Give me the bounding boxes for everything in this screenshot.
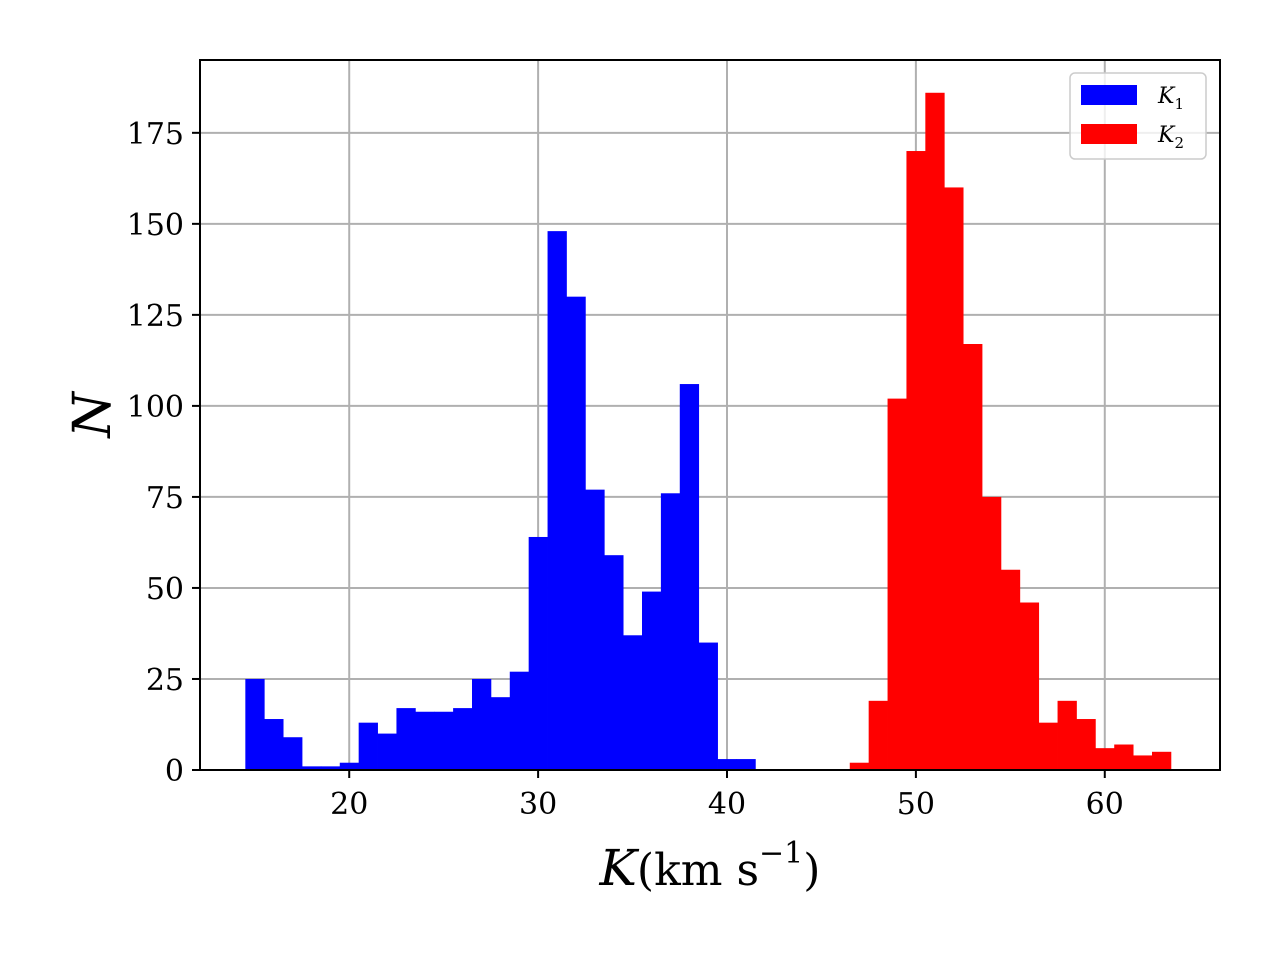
bar-k1 xyxy=(415,711,435,770)
bar-k2 xyxy=(1076,719,1096,770)
bar-k1 xyxy=(679,384,700,770)
y-tick-label: 75 xyxy=(146,481,184,516)
bar-k2 xyxy=(963,344,983,770)
bar-k2 xyxy=(982,496,1002,770)
bar-k1 xyxy=(604,555,624,770)
bar-k2 xyxy=(1095,748,1115,770)
x-axis-label-unit: km s xyxy=(654,845,759,896)
bar-k2 xyxy=(887,398,907,770)
x-tick-label: 50 xyxy=(897,787,935,822)
bar-k1 xyxy=(283,737,303,770)
y-tick-label: 125 xyxy=(127,299,184,334)
y-axis-label: N xyxy=(63,391,123,440)
bar-k1 xyxy=(736,759,756,770)
bar-k2 xyxy=(925,92,945,771)
bar-k1 xyxy=(320,766,341,770)
y-tick-label: 150 xyxy=(127,208,184,243)
bar-k2 xyxy=(1133,755,1153,770)
bar-k2 xyxy=(1000,569,1021,770)
bar-k1 xyxy=(585,489,605,770)
legend-label-k1-name: K xyxy=(1157,84,1176,109)
x-axis-label-close: ) xyxy=(803,845,820,896)
x-tick-label: 40 xyxy=(708,787,746,822)
bar-k1 xyxy=(490,697,511,770)
histogram-bars xyxy=(245,92,1172,771)
bar-k1 xyxy=(472,678,492,770)
x-tick-label: 20 xyxy=(330,787,368,822)
bar-k2 xyxy=(868,700,888,770)
bar-k2 xyxy=(944,187,964,770)
svg-text:K(km s−1): K(km s−1) xyxy=(599,836,821,897)
bar-k1 xyxy=(642,591,662,770)
plot-frame xyxy=(199,59,1221,771)
x-axis-label-open: ( xyxy=(637,845,654,896)
x-tick-label: 60 xyxy=(1086,787,1124,822)
bar-k1 xyxy=(660,493,681,770)
bar-k1 xyxy=(453,708,473,770)
legend-label-k1-sub: 1 xyxy=(1174,95,1184,113)
legend-label-k2-sub: 2 xyxy=(1174,134,1184,152)
bar-k2 xyxy=(849,762,870,770)
y-tick-label: 0 xyxy=(165,754,184,789)
bar-k1 xyxy=(245,678,265,770)
bar-k1 xyxy=(396,708,416,770)
y-tick-label: 175 xyxy=(127,117,184,152)
legend: K1 K2 xyxy=(1069,72,1207,160)
legend-label-k1: K1 xyxy=(1157,84,1184,113)
legend-swatch-k2 xyxy=(1081,124,1137,144)
y-tick-label: 100 xyxy=(127,390,184,425)
bar-k1 xyxy=(547,231,567,771)
bar-k1 xyxy=(509,671,530,770)
x-axis-label: K(km s−1) xyxy=(599,836,821,897)
bar-k1 xyxy=(566,296,586,770)
axis-ticks: 20 30 40 50 60 0 25 50 75 100 125 150 175 xyxy=(127,117,1124,822)
bar-k2 xyxy=(1114,744,1134,770)
bar-k1 xyxy=(264,719,284,770)
bar-k1 xyxy=(623,635,643,770)
bar-k1 xyxy=(358,722,378,770)
bar-k1 xyxy=(339,762,360,770)
bar-k1 xyxy=(528,536,548,770)
x-axis-label-var: K xyxy=(599,839,640,897)
x-axis-label-sup: −1 xyxy=(759,836,803,871)
bar-k2 xyxy=(1019,602,1040,770)
bar-k1 xyxy=(698,642,718,770)
bar-k2 xyxy=(1057,700,1077,770)
bar-k2 xyxy=(1038,722,1058,770)
bar-k1 xyxy=(434,711,454,770)
x-tick-label: 30 xyxy=(519,787,557,822)
y-tick-label: 50 xyxy=(146,572,184,607)
y-tick-label: 25 xyxy=(146,663,184,698)
bar-k2 xyxy=(906,151,926,770)
bar-k1 xyxy=(377,733,397,770)
bar-k1 xyxy=(717,759,737,770)
bar-k1 xyxy=(302,766,322,770)
bar-k2 xyxy=(1152,751,1172,770)
legend-label-k2: K2 xyxy=(1157,123,1184,152)
legend-swatch-k1 xyxy=(1081,85,1137,105)
legend-label-k2-name: K xyxy=(1157,123,1176,148)
